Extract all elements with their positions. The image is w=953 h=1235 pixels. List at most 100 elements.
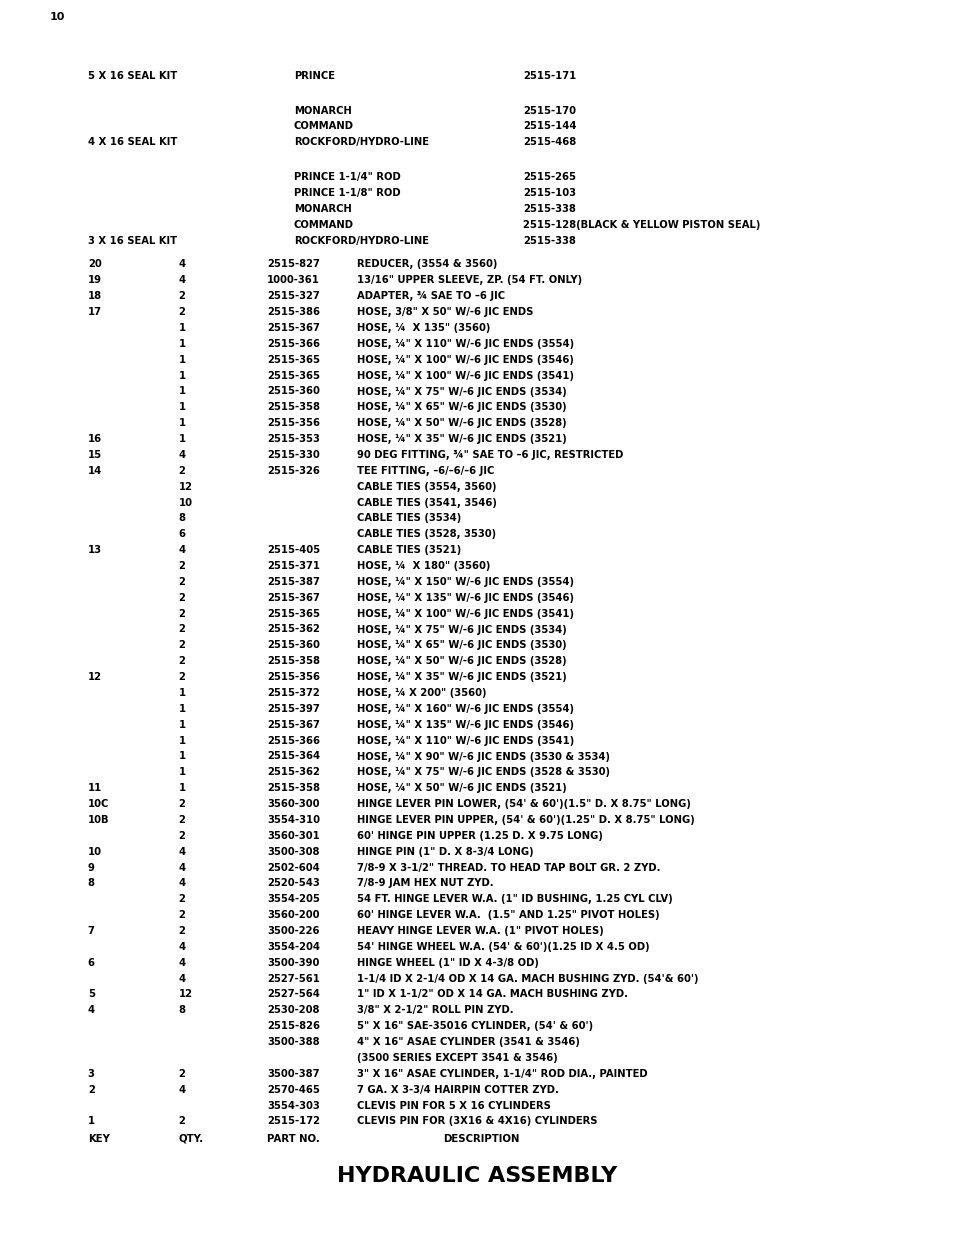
Text: 4: 4 [178,1084,185,1094]
Text: 2: 2 [178,640,185,651]
Text: 2515-367: 2515-367 [267,324,319,333]
Text: 2515-358: 2515-358 [267,403,320,412]
Text: CABLE TIES (3541, 3546): CABLE TIES (3541, 3546) [356,498,497,508]
Text: CLEVIS PIN FOR (3X16 & 4X16) CYLINDERS: CLEVIS PIN FOR (3X16 & 4X16) CYLINDERS [356,1116,597,1126]
Text: HOSE, ¼" X 65" W/-6 JIC ENDS (3530): HOSE, ¼" X 65" W/-6 JIC ENDS (3530) [356,403,566,412]
Text: CABLE TIES (3521): CABLE TIES (3521) [356,545,460,555]
Text: 3554-205: 3554-205 [267,894,319,904]
Text: 2: 2 [178,894,185,904]
Text: 2515-144: 2515-144 [522,121,576,131]
Text: 2530-208: 2530-208 [267,1005,319,1015]
Text: 1-1/4 ID X 2-1/4 OD X 14 GA. MACH BUSHING ZYD. (54'& 60'): 1-1/4 ID X 2-1/4 OD X 14 GA. MACH BUSHIN… [356,973,698,983]
Text: HOSE, ¼" X 75" W/-6 JIC ENDS (3534): HOSE, ¼" X 75" W/-6 JIC ENDS (3534) [356,387,566,396]
Text: 2515-365: 2515-365 [267,354,320,364]
Text: DESCRIPTION: DESCRIPTION [442,1134,518,1144]
Text: 3554-310: 3554-310 [267,815,320,825]
Text: 7: 7 [88,926,94,936]
Text: 2502-604: 2502-604 [267,862,319,872]
Text: 10: 10 [50,12,65,22]
Text: 2515-265: 2515-265 [522,172,576,183]
Text: 19: 19 [88,275,102,285]
Text: HOSE, ¼" X 135" W/-6 JIC ENDS (3546): HOSE, ¼" X 135" W/-6 JIC ENDS (3546) [356,593,573,603]
Text: HYDRAULIC ASSEMBLY: HYDRAULIC ASSEMBLY [336,1166,617,1186]
Text: 4: 4 [178,259,185,269]
Text: HOSE, ¼" X 100" W/-6 JIC ENDS (3541): HOSE, ¼" X 100" W/-6 JIC ENDS (3541) [356,609,573,619]
Text: 2527-564: 2527-564 [267,989,319,999]
Text: PRINCE 1-1/4" ROD: PRINCE 1-1/4" ROD [294,172,400,183]
Text: HOSE, ¼" X 35" W/-6 JIC ENDS (3521): HOSE, ¼" X 35" W/-6 JIC ENDS (3521) [356,672,566,682]
Text: ADAPTER, ¾ SAE TO –6 JIC: ADAPTER, ¾ SAE TO –6 JIC [356,291,504,301]
Text: HOSE, ¼" X 75" W/-6 JIC ENDS (3534): HOSE, ¼" X 75" W/-6 JIC ENDS (3534) [356,625,566,635]
Text: HOSE, ¼" X 50" W/-6 JIC ENDS (3521): HOSE, ¼" X 50" W/-6 JIC ENDS (3521) [356,783,566,793]
Text: HOSE, ¼" X 35" W/-6 JIC ENDS (3521): HOSE, ¼" X 35" W/-6 JIC ENDS (3521) [356,433,566,445]
Text: TEE FITTING, –6/–6/–6 JIC: TEE FITTING, –6/–6/–6 JIC [356,466,494,475]
Text: 3" X 16" ASAE CYLINDER, 1-1/4" ROD DIA., PAINTED: 3" X 16" ASAE CYLINDER, 1-1/4" ROD DIA.,… [356,1068,647,1079]
Text: 2: 2 [178,926,185,936]
Text: COMMAND: COMMAND [294,121,354,131]
Text: 8: 8 [178,514,185,524]
Text: 4: 4 [178,545,185,555]
Text: 3500-226: 3500-226 [267,926,319,936]
Text: 3 X 16 SEAL KIT: 3 X 16 SEAL KIT [88,236,176,246]
Text: 2515-387: 2515-387 [267,577,319,587]
Text: 2: 2 [178,609,185,619]
Text: HEAVY HINGE LEVER W.A. (1" PIVOT HOLES): HEAVY HINGE LEVER W.A. (1" PIVOT HOLES) [356,926,603,936]
Text: HOSE, ¼" X 75" W/-6 JIC ENDS (3528 & 3530): HOSE, ¼" X 75" W/-6 JIC ENDS (3528 & 353… [356,767,609,777]
Text: 2: 2 [178,308,185,317]
Text: 90 DEG FITTING, ¾" SAE TO –6 JIC, RESTRICTED: 90 DEG FITTING, ¾" SAE TO –6 JIC, RESTRI… [356,450,622,459]
Text: 2: 2 [178,656,185,666]
Text: 7 GA. X 3-3/4 HAIRPIN COTTER ZYD.: 7 GA. X 3-3/4 HAIRPIN COTTER ZYD. [356,1084,558,1094]
Text: 3554-303: 3554-303 [267,1100,319,1110]
Text: 3500-387: 3500-387 [267,1068,319,1079]
Text: 3554-204: 3554-204 [267,942,320,952]
Text: HINGE LEVER PIN LOWER, (54' & 60')(1.5" D. X 8.75" LONG): HINGE LEVER PIN LOWER, (54' & 60')(1.5" … [356,799,690,809]
Text: HOSE, ¼" X 135" W/-6 JIC ENDS (3546): HOSE, ¼" X 135" W/-6 JIC ENDS (3546) [356,720,573,730]
Text: 4: 4 [178,878,185,888]
Text: HOSE, ¼" X 160" W/-6 JIC ENDS (3554): HOSE, ¼" X 160" W/-6 JIC ENDS (3554) [356,704,573,714]
Text: 2515-360: 2515-360 [267,387,319,396]
Text: 2515-338: 2515-338 [522,236,575,246]
Text: 15: 15 [88,450,102,459]
Text: 1: 1 [178,354,185,364]
Text: 2515-356: 2515-356 [267,672,320,682]
Text: 2: 2 [178,831,185,841]
Text: 1: 1 [178,751,185,762]
Text: 16: 16 [88,433,102,445]
Text: 1: 1 [178,433,185,445]
Text: 2515-367: 2515-367 [267,593,319,603]
Text: 11: 11 [88,783,102,793]
Text: COMMAND: COMMAND [294,220,354,230]
Text: 2515-172: 2515-172 [267,1116,320,1126]
Text: 3500-308: 3500-308 [267,847,319,857]
Text: 2515-360: 2515-360 [267,640,319,651]
Text: 2: 2 [88,1084,94,1094]
Text: 3/8" X 2-1/2" ROLL PIN ZYD.: 3/8" X 2-1/2" ROLL PIN ZYD. [356,1005,513,1015]
Text: 2: 2 [178,799,185,809]
Text: 1: 1 [178,387,185,396]
Text: HOSE, ¼" X 100" W/-6 JIC ENDS (3546): HOSE, ¼" X 100" W/-6 JIC ENDS (3546) [356,354,573,364]
Text: 4: 4 [178,847,185,857]
Text: HOSE, ¼" X 100" W/-6 JIC ENDS (3541): HOSE, ¼" X 100" W/-6 JIC ENDS (3541) [356,370,573,380]
Text: 2515-397: 2515-397 [267,704,319,714]
Text: 3500-388: 3500-388 [267,1037,319,1047]
Text: 2515-103: 2515-103 [522,188,576,198]
Text: HOSE, ¼" X 150" W/-6 JIC ENDS (3554): HOSE, ¼" X 150" W/-6 JIC ENDS (3554) [356,577,573,587]
Text: 2515-356: 2515-356 [267,419,320,429]
Text: REDUCER, (3554 & 3560): REDUCER, (3554 & 3560) [356,259,497,269]
Text: 13/16" UPPER SLEEVE, ZP. (54 FT. ONLY): 13/16" UPPER SLEEVE, ZP. (54 FT. ONLY) [356,275,581,285]
Text: 4" X 16" ASAE CYLINDER (3541 & 3546): 4" X 16" ASAE CYLINDER (3541 & 3546) [356,1037,579,1047]
Text: 2: 2 [178,815,185,825]
Text: 3: 3 [88,1068,94,1079]
Text: HOSE, ¼  X 135" (3560): HOSE, ¼ X 135" (3560) [356,324,490,333]
Text: 4: 4 [178,973,185,983]
Text: 3560-200: 3560-200 [267,910,319,920]
Text: HOSE, ¼" X 110" W/-6 JIC ENDS (3554): HOSE, ¼" X 110" W/-6 JIC ENDS (3554) [356,338,574,350]
Text: 1" ID X 1-1/2" OD X 14 GA. MACH BUSHING ZYD.: 1" ID X 1-1/2" OD X 14 GA. MACH BUSHING … [356,989,627,999]
Text: 1: 1 [178,767,185,777]
Text: 2515-128(BLACK & YELLOW PISTON SEAL): 2515-128(BLACK & YELLOW PISTON SEAL) [522,220,760,230]
Text: 2515-358: 2515-358 [267,783,320,793]
Text: 12: 12 [88,672,102,682]
Text: CABLE TIES (3554, 3560): CABLE TIES (3554, 3560) [356,482,496,492]
Text: 1: 1 [178,324,185,333]
Text: 2: 2 [178,577,185,587]
